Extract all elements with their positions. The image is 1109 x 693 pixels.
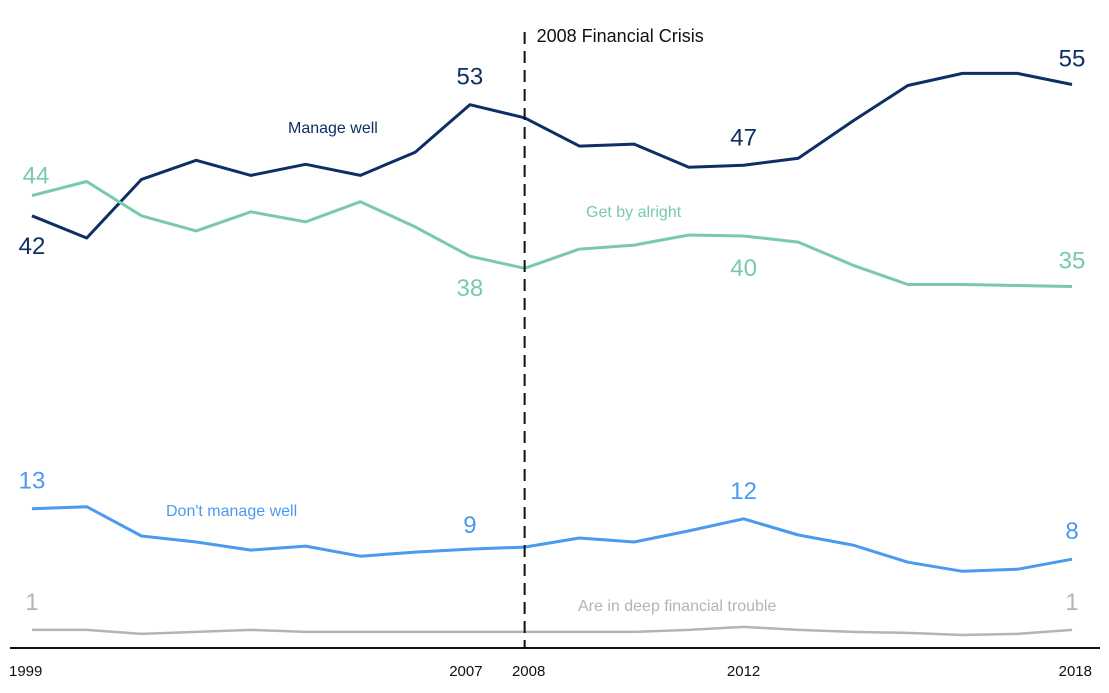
value-label-get-by-alright-2012: 40 — [730, 255, 757, 282]
crisis-annotation-label: 2008 Financial Crisis — [537, 26, 704, 46]
series-lines — [31, 71, 1073, 637]
value-labels: 42 53 47 55 44 38 40 35 13 9 12 8 1 1 — [19, 46, 1086, 616]
value-label-get-by-alright-1999: 44 — [23, 163, 50, 190]
x-tick-label: 1999 — [9, 663, 42, 680]
series-label-manage-well: Manage well — [288, 120, 378, 137]
value-label-don-t-manage-well-1999: 13 — [19, 468, 46, 495]
value-label-manage-well-2012: 47 — [730, 124, 757, 151]
value-label-don-t-manage-well-2018: 8 — [1065, 518, 1078, 545]
x-axis-ticks: 1999 2007 2008 2012 2018 — [9, 663, 1092, 680]
x-tick-label: 2018 — [1059, 663, 1092, 680]
value-label-are-in-deep-financial-trouble-2018: 1 — [1065, 589, 1078, 616]
series-line-don-t-manage-well — [31, 505, 1073, 573]
x-tick-label: 2007 — [449, 663, 482, 680]
value-label-manage-well-1999: 42 — [19, 233, 46, 260]
series-line-manage-well — [31, 71, 1073, 240]
series-line-are-in-deep-financial-trouble — [32, 625, 1073, 637]
series-label-get-by-alright: Get by alright — [586, 204, 682, 221]
value-label-manage-well-2018: 55 — [1059, 46, 1086, 73]
value-label-get-by-alright-2007: 38 — [457, 275, 484, 302]
value-label-get-by-alright-2018: 35 — [1059, 248, 1086, 275]
series-line-get-by-alright — [31, 180, 1073, 288]
value-label-don-t-manage-well-2007: 9 — [463, 512, 476, 539]
value-label-manage-well-2007: 53 — [457, 64, 484, 91]
value-label-don-t-manage-well-2012: 12 — [730, 478, 757, 505]
series-label-dont-manage-well: Don't manage well — [166, 503, 297, 520]
x-tick-label: 2012 — [727, 663, 760, 680]
value-label-are-in-deep-financial-trouble-1999: 1 — [25, 589, 38, 616]
x-tick-label: 2008 — [512, 663, 545, 680]
series-label-deep-financial-trouble: Are in deep financial trouble — [578, 598, 776, 615]
